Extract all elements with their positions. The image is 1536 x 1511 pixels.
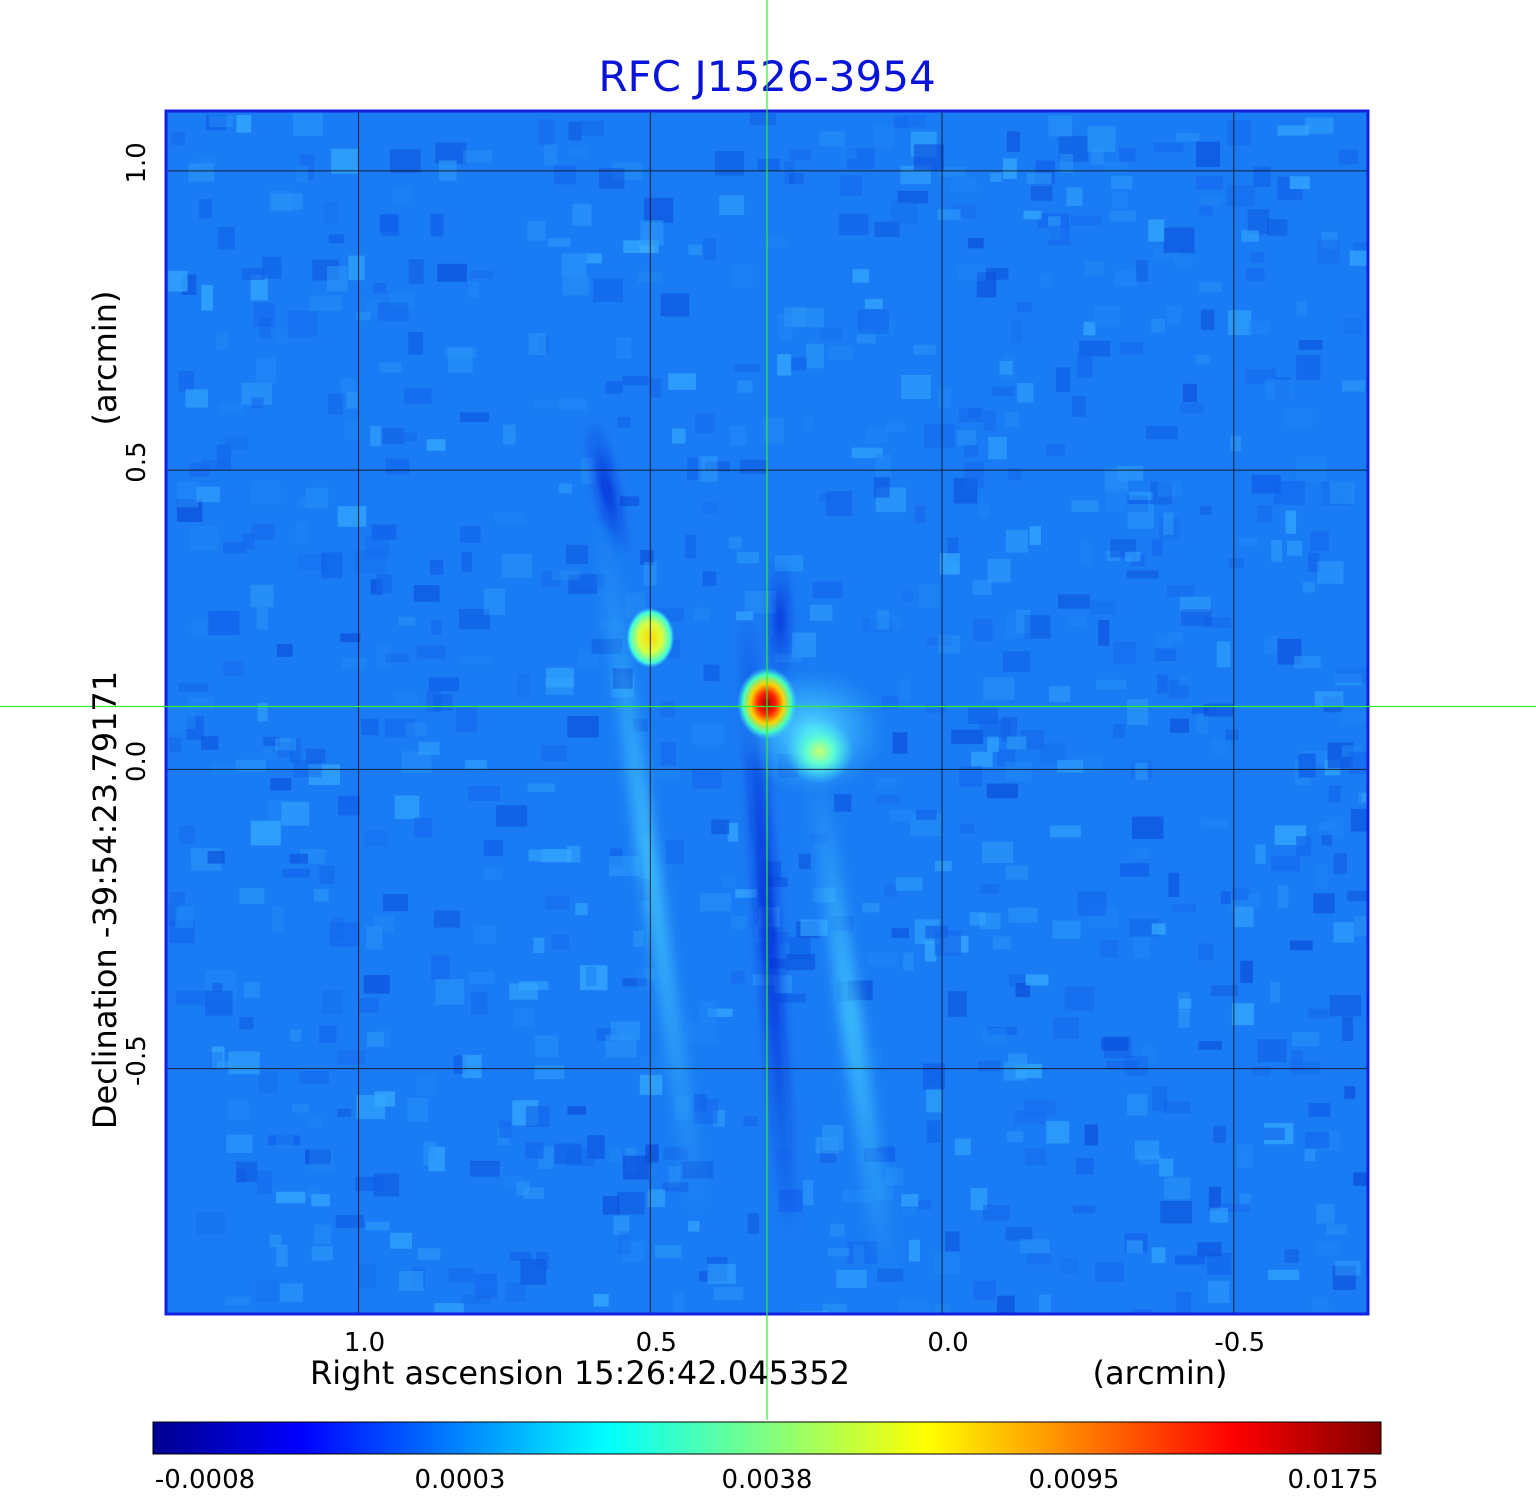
y-tick-labels: 1.0 0.5 0.0 -0.5 [122,142,152,1086]
colorbar-tick-label: 0.0038 [722,1465,813,1495]
noise-texture [167,112,1368,1314]
x-tick-label: -0.5 [1214,1328,1265,1358]
image-plane [166,111,1368,1314]
colorbar-tick-label: 0.0003 [415,1465,506,1495]
y-axis-unit: (arcmin) [86,291,124,426]
x-tick-label: 0.0 [927,1328,968,1358]
colorbar-tick-label: -0.0008 [155,1465,255,1495]
dark-streak-3 [585,420,629,560]
colorbar-tick-labels: -0.0008 0.0003 0.0038 0.0095 0.0175 [155,1465,1379,1495]
colorbar [152,1421,1382,1455]
y-tick-label: 1.0 [122,142,152,183]
light-streak-2 [803,760,899,1280]
crosshair [0,0,1536,1420]
colorbar-tick-label: 0.0095 [1029,1465,1120,1495]
y-tick-label: 0.5 [122,441,152,482]
y-axis-label: Declination -39:54:23.79171 [86,671,124,1129]
x-tick-label: 1.0 [344,1328,385,1358]
x-axis-unit: (arcmin) [1093,1354,1228,1392]
sources [626,607,887,794]
y-tick-label: -0.5 [122,1035,152,1086]
source-tertiary [785,719,854,784]
dark-streak-2 [774,560,786,680]
y-tick-label: 0.0 [122,741,152,782]
x-tick-label: 0.5 [636,1328,677,1358]
x-tick-labels: 1.0 0.5 0.0 -0.5 [344,1328,1265,1358]
colorbar-tick-label: 0.0175 [1288,1465,1379,1495]
x-axis-label: Right ascension 15:26:42.045352 [310,1354,850,1392]
